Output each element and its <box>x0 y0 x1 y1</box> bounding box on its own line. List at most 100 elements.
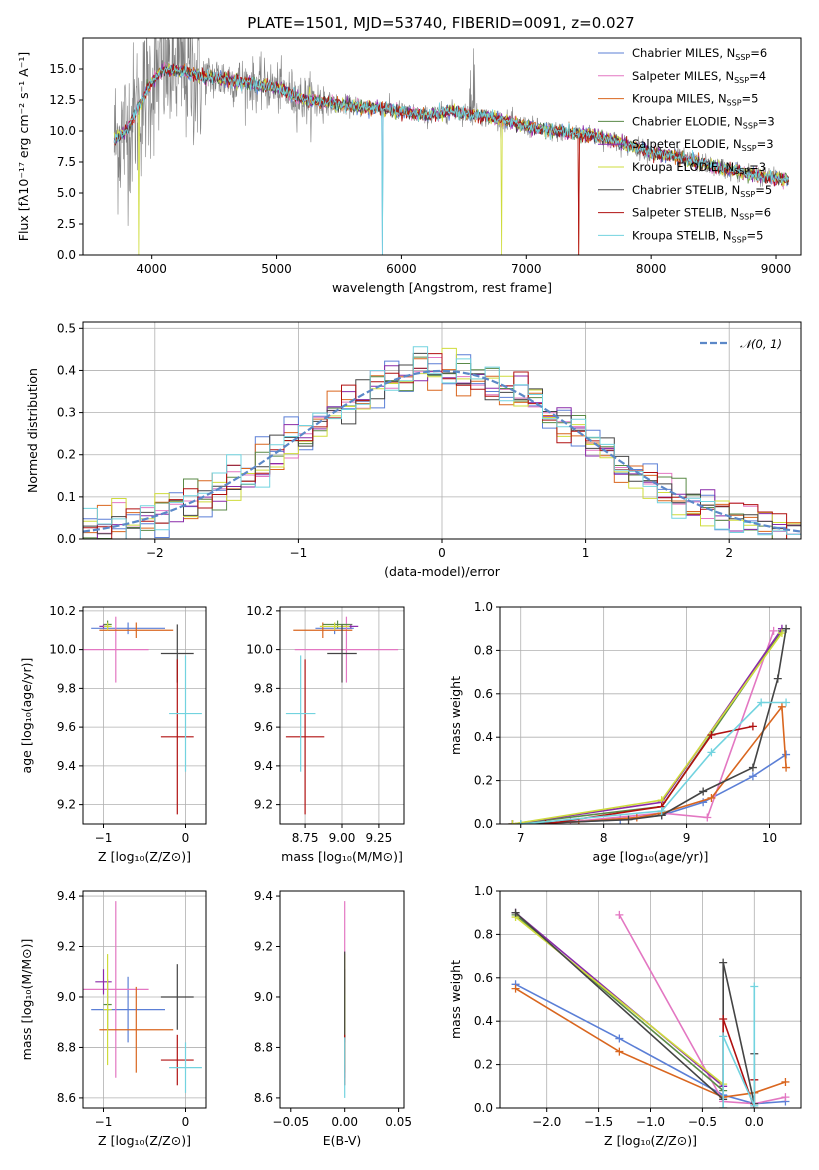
x-tick-label: −2.0 <box>532 1115 561 1129</box>
spectrum-title: PLATE=1501, MJD=53740, FIBERID=0091, z=0… <box>247 14 634 32</box>
y-tick-label: 0.0 <box>57 532 76 546</box>
residuals-panel: −2 −1 0 1 2 0.0 0.1 0.2 0.3 0.4 0.5 (data-model)/er… <box>25 321 802 579</box>
normal-curve <box>83 369 801 533</box>
legend-entry: Chabrier MILES, NSSP=6 <box>632 46 767 62</box>
legend-value: =6 <box>754 206 771 220</box>
x-tick-label: 9000 <box>761 262 792 276</box>
legend-entry: 𝒩(0, 1) <box>740 337 782 351</box>
series-line <box>570 630 775 823</box>
x-tick-label: 8.75 <box>292 831 319 845</box>
legend-sub: SSP <box>735 53 750 62</box>
x-axis-label: age [log₁₀(age/yr)] <box>593 849 709 864</box>
legend-label: Chabrier STELIB, N <box>632 183 740 197</box>
mass-weight-vs-age-panel: 7 8 9 10 0.0 0.2 0.4 0.6 0.8 1.0 age [log₁₀(age/yr… <box>448 600 802 864</box>
spectrum-legend: Chabrier MILES, NSSP=6 Salpeter MILES, NS… <box>598 46 775 244</box>
y-tick-label: 0.4 <box>474 730 493 744</box>
x-axis-label: wavelength [Angstrom, rest frame] <box>332 280 552 295</box>
y-axis-label: mass weight <box>448 676 463 755</box>
axes-frame <box>279 890 405 1109</box>
series-marker <box>615 1034 624 1043</box>
legend-sub: SSP <box>734 76 749 85</box>
y-tick-label: 0.6 <box>474 687 493 701</box>
plot-area <box>511 908 790 1108</box>
legend-entry: Salpeter MILES, NSSP=4 <box>632 69 766 85</box>
y-tick-label: 8.8 <box>57 1040 76 1054</box>
axes-frame <box>82 606 207 825</box>
x-tick-label: 5000 <box>261 262 292 276</box>
y-tick-label: 0.2 <box>474 1058 493 1072</box>
y-axis-label: mass weight <box>448 960 463 1039</box>
series-marker <box>782 763 791 772</box>
series-marker <box>615 910 624 919</box>
x-tick-label: 9 <box>683 831 691 845</box>
y-axis-label: mass [log₁₀(M/M⊙)] <box>19 939 34 1061</box>
x-tick-label: 0.0 <box>745 1115 764 1129</box>
x-tick-label: 0 <box>182 831 190 845</box>
x-tick-label: 4000 <box>136 262 167 276</box>
series-marker <box>781 1077 790 1086</box>
axes-frame <box>499 606 802 825</box>
legend-entry: Chabrier STELIB, NSSP=5 <box>632 183 772 199</box>
series-marker <box>508 820 517 824</box>
y-tick-label: 9.2 <box>57 798 76 812</box>
legend-value: =5 <box>755 183 772 197</box>
y-tick-label: 0.1 <box>57 490 76 504</box>
series-marker <box>699 798 708 807</box>
histogram-series <box>83 346 801 539</box>
y-tick-label: 9.8 <box>254 681 273 695</box>
legend-entry: Kroupa STELIB, NSSP=5 <box>632 228 763 244</box>
x-tick-label: 6000 <box>386 262 417 276</box>
legend-entry: Salpeter STELIB, NSSP=6 <box>632 206 771 222</box>
age-vs-Z-panel: −1 0 9.2 9.4 9.6 9.8 10.0 10.2 Z [log₁₀(Z/Z⊙)] ag… <box>19 604 207 864</box>
legend-sub: SSP <box>743 121 758 130</box>
y-tick-label: 8.6 <box>254 1091 273 1105</box>
x-tick-label: 0.00 <box>331 1115 358 1129</box>
x-tick-label: −0.05 <box>272 1115 309 1129</box>
series-line <box>722 986 756 1108</box>
plot-area <box>508 624 791 824</box>
series-marker <box>615 1047 624 1056</box>
series-marker <box>657 806 666 815</box>
legend-value: =4 <box>749 69 766 83</box>
x-tick-label: 8000 <box>636 262 667 276</box>
plot-area <box>285 616 399 815</box>
x-tick-label: 0 <box>182 1115 190 1129</box>
axes-frame <box>499 890 802 1109</box>
legend-value: =5 <box>747 228 764 242</box>
y-tick-label: 0.8 <box>474 927 493 941</box>
legend-sub: SSP <box>742 144 757 153</box>
x-tick-label: 1 <box>582 546 590 560</box>
series-marker <box>719 958 728 967</box>
series-marker <box>777 702 786 711</box>
y-tick-label: 12.5 <box>49 93 76 107</box>
series-marker <box>750 1101 759 1108</box>
y-tick-label: 0.0 <box>474 1101 493 1115</box>
y-tick-label: 9.4 <box>57 889 76 903</box>
axes-frame <box>82 321 802 540</box>
legend-sub: SSP <box>740 190 755 199</box>
series-line <box>512 704 787 824</box>
y-tick-label: 5.0 <box>57 186 76 200</box>
legend-sub: SSP <box>734 167 749 176</box>
mass-weight-vs-Z-panel: −2.0 −1.5 −1.0 −0.5 0.0 0.0 0.2 0.4 0.6 0.8 1.0 Z [… <box>448 884 802 1148</box>
series-marker <box>773 674 782 683</box>
series-marker <box>757 698 766 707</box>
x-tick-label: −0.5 <box>688 1115 717 1129</box>
axes-frame <box>279 606 405 825</box>
y-axis-label: Flux [fλ10⁻¹⁷ erg cm⁻² s⁻¹ A⁻¹] <box>16 52 31 241</box>
legend-label: Kroupa STELIB, N <box>632 228 732 242</box>
y-tick-label: 0.0 <box>57 248 76 262</box>
legend-label: Kroupa MILES, N <box>632 92 727 106</box>
x-tick-label: −1.0 <box>636 1115 665 1129</box>
series-marker <box>719 1032 728 1041</box>
y-tick-label: 0.3 <box>57 406 76 420</box>
y-tick-label: 10.0 <box>49 643 76 657</box>
legend-value: =3 <box>757 137 774 151</box>
series-marker <box>511 908 520 917</box>
legend-entry: Kroupa MILES, NSSP=5 <box>632 92 758 108</box>
series-marker <box>624 815 633 824</box>
grid <box>83 891 206 1108</box>
y-tick-label: 0.4 <box>474 1014 493 1028</box>
axes-frame <box>82 37 802 256</box>
